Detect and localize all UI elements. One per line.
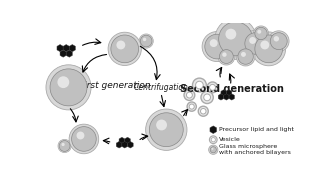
Text: Glass microsphere
with anchored bilayers: Glass microsphere with anchored bilayers (219, 144, 291, 155)
Circle shape (255, 35, 283, 63)
Circle shape (238, 49, 253, 64)
Circle shape (204, 94, 211, 101)
Circle shape (249, 37, 256, 44)
Circle shape (212, 148, 214, 150)
Circle shape (59, 141, 70, 151)
Circle shape (210, 39, 218, 47)
Text: First generation: First generation (79, 81, 151, 90)
Circle shape (184, 90, 195, 100)
Circle shape (156, 120, 167, 130)
Text: Vesicle: Vesicle (219, 137, 241, 142)
Circle shape (207, 82, 218, 93)
Circle shape (209, 136, 217, 144)
Circle shape (200, 108, 206, 114)
Text: Second generation: Second generation (180, 84, 284, 94)
Circle shape (202, 32, 232, 62)
Circle shape (270, 33, 287, 50)
Circle shape (215, 18, 256, 60)
Circle shape (189, 104, 194, 109)
Circle shape (236, 47, 255, 66)
Circle shape (255, 27, 267, 40)
Circle shape (50, 69, 87, 106)
Circle shape (69, 124, 99, 154)
Circle shape (149, 113, 183, 147)
Circle shape (222, 52, 227, 57)
Circle shape (116, 41, 125, 49)
Circle shape (209, 145, 218, 154)
Circle shape (108, 32, 141, 66)
Circle shape (186, 92, 192, 98)
Circle shape (46, 65, 91, 110)
Circle shape (141, 35, 152, 47)
Circle shape (219, 22, 253, 56)
Circle shape (260, 41, 269, 49)
Circle shape (218, 48, 235, 65)
Circle shape (274, 36, 279, 42)
Circle shape (58, 139, 71, 153)
Circle shape (211, 138, 215, 142)
Circle shape (241, 52, 246, 57)
Circle shape (268, 31, 289, 51)
Circle shape (254, 26, 269, 41)
Circle shape (111, 35, 139, 63)
Circle shape (57, 76, 69, 88)
Circle shape (226, 29, 236, 40)
Circle shape (196, 81, 203, 89)
Circle shape (139, 34, 153, 48)
Circle shape (143, 38, 146, 41)
Circle shape (257, 30, 261, 34)
Text: Centrifugation: Centrifugation (133, 83, 188, 92)
Circle shape (210, 84, 215, 90)
Circle shape (210, 147, 216, 153)
Circle shape (198, 106, 208, 116)
Circle shape (243, 30, 269, 57)
Circle shape (187, 102, 196, 111)
Circle shape (77, 132, 84, 139)
Circle shape (252, 32, 286, 66)
Text: Precursor lipid and light: Precursor lipid and light (219, 127, 294, 132)
Circle shape (245, 33, 266, 54)
Circle shape (72, 127, 96, 151)
Circle shape (219, 50, 233, 64)
Circle shape (146, 109, 187, 150)
Circle shape (201, 91, 213, 104)
Circle shape (205, 34, 230, 59)
Circle shape (61, 143, 65, 146)
Circle shape (192, 78, 206, 92)
